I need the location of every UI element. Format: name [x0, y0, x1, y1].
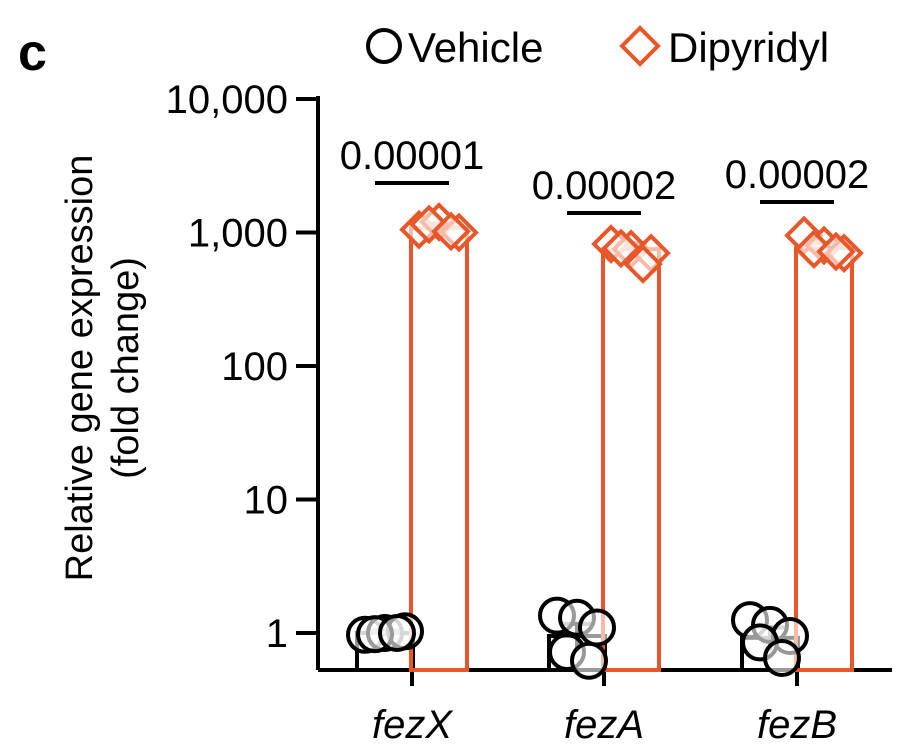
axes: 1 10 100 1,000 10,000 fezX fezA fezB: [166, 78, 892, 747]
legend-dipyridyl-label: Dipyridyl: [668, 24, 829, 71]
data-point: [578, 608, 616, 647]
x-tick-label: fezA: [564, 703, 644, 747]
data-point: [378, 614, 416, 652]
bar: [794, 246, 854, 673]
x-tick-label: fezX: [372, 703, 453, 747]
bars: [355, 221, 854, 673]
p-value-label: 0.00002: [725, 153, 870, 197]
y-tick-label: 10: [244, 479, 289, 523]
annotations: 0.00001 0.00002 0.00002: [340, 134, 870, 215]
data-point: [431, 211, 471, 252]
data-point: [763, 638, 801, 677]
legend-vehicle-marker: [366, 28, 402, 64]
y-tick-label: 1,000: [188, 212, 288, 256]
p-value-label: 0.00001: [340, 134, 485, 178]
y-axis-title-line2: (fold change): [105, 257, 147, 479]
panel-label: c: [18, 24, 47, 82]
y-tick-label: 100: [221, 345, 288, 389]
y-tick-label: 10,000: [166, 78, 288, 122]
bar: [409, 226, 469, 672]
data-point: [816, 231, 856, 272]
legend-vehicle-label: Vehicle: [408, 24, 543, 71]
p-value-label: 0.00002: [532, 164, 677, 208]
data-points: [346, 202, 864, 680]
bar: [601, 247, 661, 672]
data-point: [570, 641, 608, 680]
y-axis-title-line1: Relative gene expression: [59, 155, 101, 582]
data-point: [623, 244, 663, 284]
data-point: [601, 228, 641, 269]
y-tick-label: 1: [266, 612, 288, 656]
x-tick-label: fezB: [757, 703, 837, 747]
legend-dipyridyl-marker: [619, 25, 661, 67]
data-point: [409, 204, 449, 245]
